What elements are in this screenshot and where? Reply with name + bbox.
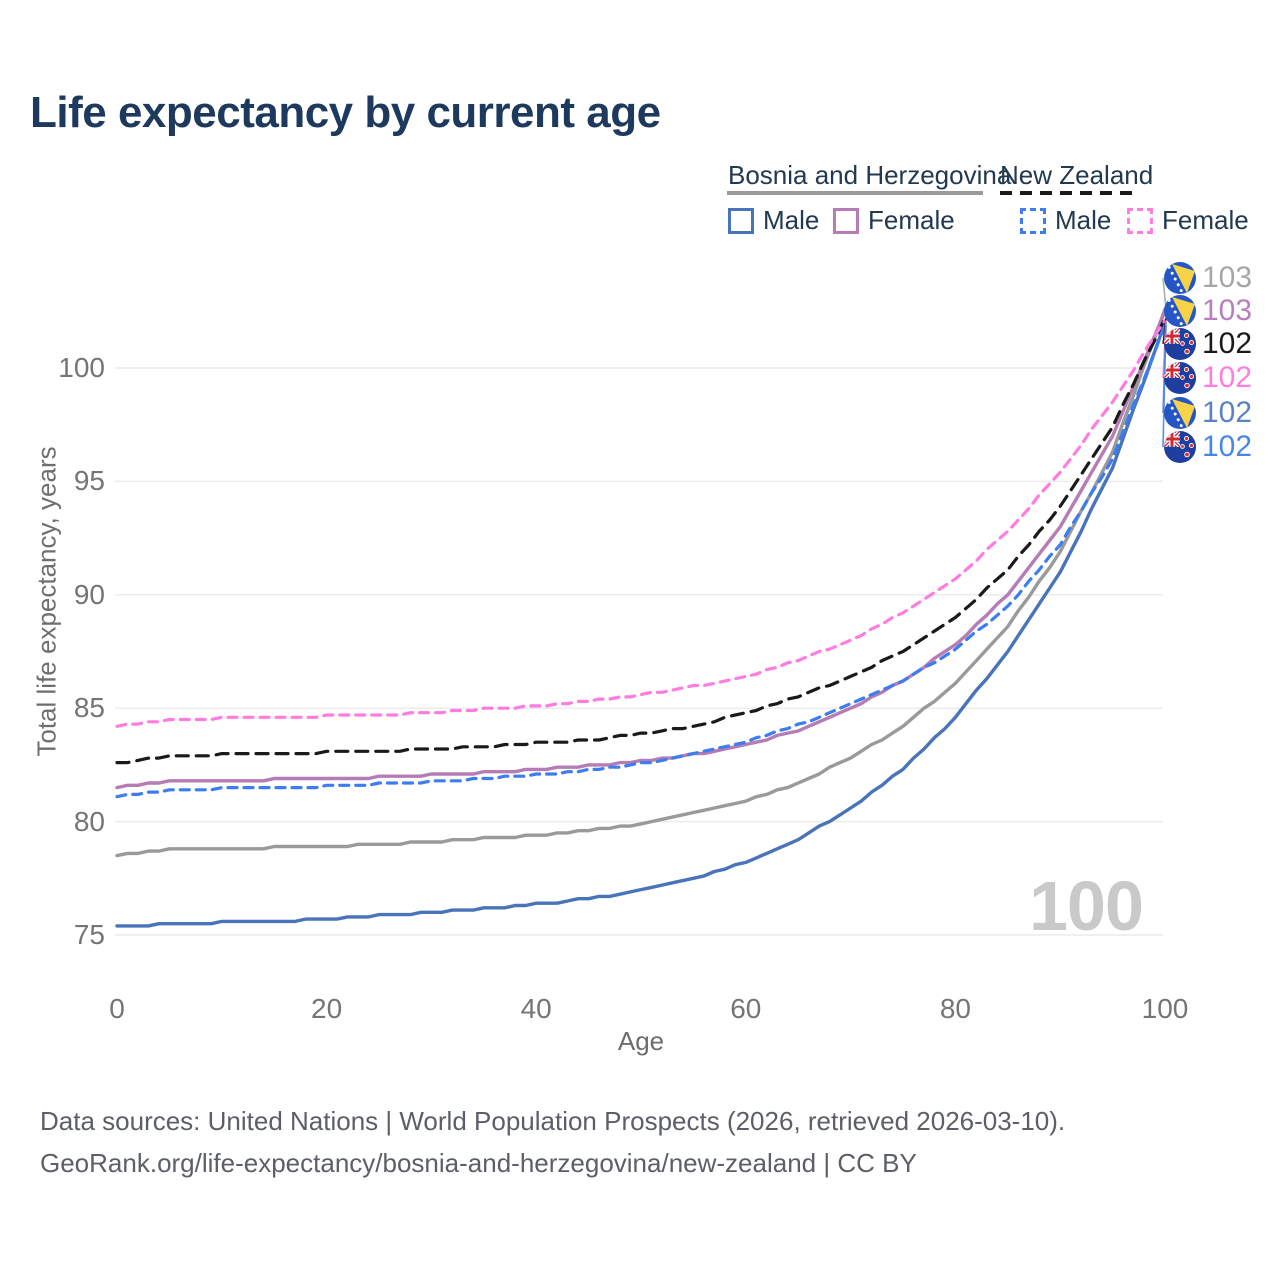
y-tick-95: 95 xyxy=(73,465,105,497)
bosnia-flag-icon xyxy=(1164,295,1196,332)
series-line-nz-male[interactable] xyxy=(115,323,1167,799)
bosnia-flag-icon xyxy=(1164,397,1196,434)
end-value-nz-total: 102 xyxy=(1202,327,1253,360)
end-value-ba-total: 103 xyxy=(1202,261,1253,294)
y-tick-85: 85 xyxy=(73,692,105,724)
bosnia-male-swatch-icon xyxy=(728,207,754,234)
series-line-ba-female[interactable] xyxy=(115,309,1167,790)
end-value-nz-male: 102 xyxy=(1202,430,1253,463)
new-zealand-flag-icon xyxy=(1164,328,1196,365)
hover-age-watermark: 100 xyxy=(1029,867,1144,945)
x-axis-title: Age xyxy=(617,1026,665,1056)
y-tick-90: 90 xyxy=(73,578,105,610)
x-tick-40: 40 xyxy=(520,993,552,1024)
nz-male-swatch-icon xyxy=(1020,207,1046,234)
legend-item-label: Female xyxy=(1162,205,1249,235)
series-line-nz-female[interactable] xyxy=(115,318,1167,728)
x-tick-20: 20 xyxy=(311,993,343,1024)
series-line-ba-male[interactable] xyxy=(115,320,1167,928)
x-tick-80: 80 xyxy=(939,993,971,1024)
end-value-ba-male: 102 xyxy=(1202,396,1253,429)
data-sources-text: Data sources: United Nations | World Pop… xyxy=(40,1106,1066,1136)
bosnia-flag-icon xyxy=(1164,262,1196,299)
legend-group-bosnia-and-herzegovina[interactable]: Bosnia and Herzegovina xyxy=(728,160,1012,190)
y-tick-100: 100 xyxy=(58,352,105,383)
legend-item-label: Female xyxy=(868,205,955,235)
page-title: Life expectancy by current age xyxy=(30,88,661,137)
legend-line-sample-bosnia xyxy=(727,191,983,195)
x-tick-100: 100 xyxy=(1141,993,1189,1024)
legend-item-nz-female[interactable]: Female xyxy=(1127,205,1249,236)
new-zealand-flag-icon xyxy=(1164,431,1196,468)
x-tick-0: 0 xyxy=(109,993,125,1024)
series-line-nz-total[interactable] xyxy=(115,316,1167,765)
legend-item-bosnia-male[interactable]: Male xyxy=(728,205,819,236)
legend-item-label: Male xyxy=(1055,205,1112,235)
new-zealand-flag-icon xyxy=(1164,362,1196,399)
attribution-url-text: GeoRank.org/life-expectancy/bosnia-and-h… xyxy=(40,1148,917,1178)
legend-item-nz-male[interactable]: Male xyxy=(1020,205,1111,236)
y-tick-80: 80 xyxy=(73,805,105,837)
gridlines xyxy=(115,367,1163,936)
series-line-ba-total[interactable] xyxy=(115,307,1167,858)
leader-line-ba-total xyxy=(1162,277,1167,310)
end-value-ba-female: 103 xyxy=(1202,294,1253,327)
legend-item-bosnia-female[interactable]: Female xyxy=(833,205,955,236)
bosnia-female-swatch-icon xyxy=(833,207,859,234)
end-value-nz-female: 102 xyxy=(1202,361,1253,394)
legend-item-label: Male xyxy=(763,205,820,235)
y-tick-75: 75 xyxy=(73,919,105,950)
legend-group-new-zealand[interactable]: New Zealand xyxy=(1000,160,1154,190)
x-tick-60: 60 xyxy=(730,993,762,1024)
legend-line-sample-new-zealand xyxy=(1000,191,1139,195)
nz-female-swatch-icon xyxy=(1127,207,1153,234)
